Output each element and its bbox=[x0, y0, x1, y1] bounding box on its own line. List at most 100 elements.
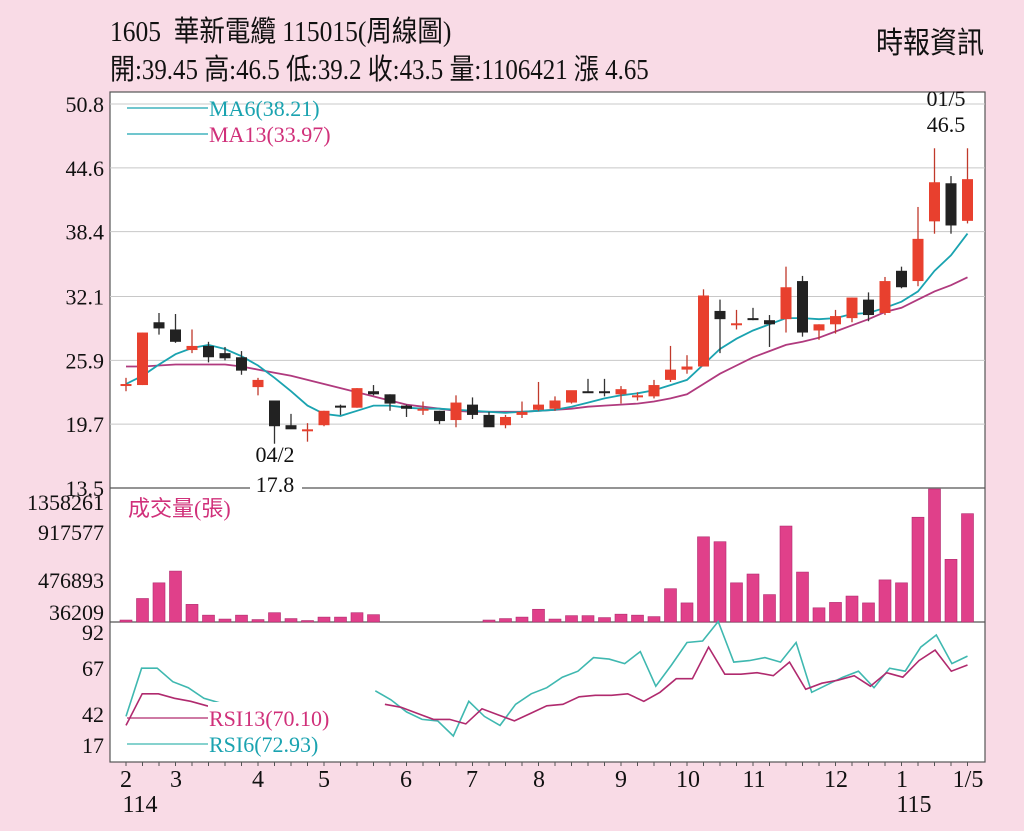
volume-bar bbox=[961, 513, 974, 623]
volume-bar bbox=[779, 525, 793, 623]
rsi-tick-label: 17 bbox=[82, 733, 104, 758]
volume-bar bbox=[317, 616, 331, 623]
volume-bar bbox=[845, 595, 859, 623]
volume-bar bbox=[944, 559, 958, 623]
candle bbox=[599, 378, 610, 397]
low-date-annotation: 04/2 bbox=[255, 442, 294, 467]
volume-title: 成交量(張) bbox=[128, 496, 231, 521]
x-tick-label: 11 bbox=[742, 767, 765, 793]
candle bbox=[714, 299, 726, 354]
volume-bar bbox=[647, 616, 661, 623]
volume-bar bbox=[829, 602, 842, 623]
candle bbox=[797, 275, 808, 337]
axes: 50.844.638.432.125.919.713.5135826191757… bbox=[27, 92, 983, 818]
volume-bar bbox=[796, 571, 809, 623]
candle bbox=[632, 392, 643, 401]
candle bbox=[318, 410, 330, 427]
x-tick-label: 5 bbox=[318, 767, 330, 793]
volume-bar bbox=[499, 618, 512, 623]
rsi13-line bbox=[125, 645, 968, 726]
legend-ma13: MA13(33.97) bbox=[209, 122, 331, 147]
candle bbox=[648, 379, 660, 399]
candle bbox=[467, 397, 478, 420]
candle bbox=[483, 411, 495, 428]
high-value-annotation: 46.5 bbox=[927, 112, 966, 137]
x-tick-label: 12 bbox=[824, 767, 848, 793]
candle bbox=[153, 312, 165, 335]
volume-bar bbox=[301, 620, 314, 623]
x-tick-label: 10 bbox=[676, 767, 700, 793]
candle bbox=[945, 176, 957, 234]
x-tick-label: 9 bbox=[615, 767, 627, 793]
candle bbox=[434, 410, 445, 425]
candle bbox=[582, 378, 594, 394]
candle bbox=[516, 401, 528, 418]
rsi-tick-label: 67 bbox=[82, 656, 104, 681]
rsi6-line bbox=[125, 619, 968, 738]
x-tick-label: 6 bbox=[400, 767, 412, 793]
high-date-annotation: 01/5 bbox=[926, 86, 965, 111]
chart-title: 1605 華新電纜 115015(周線圖) bbox=[110, 16, 452, 48]
volume-bar bbox=[565, 615, 578, 623]
volume-bar bbox=[730, 582, 743, 623]
price-tick-label: 50.8 bbox=[66, 92, 105, 117]
candle bbox=[896, 266, 907, 289]
candle bbox=[500, 414, 511, 429]
candle bbox=[962, 148, 973, 224]
volume-bar bbox=[812, 607, 826, 623]
candle bbox=[879, 276, 891, 316]
candle bbox=[747, 307, 759, 321]
volume-bar bbox=[251, 619, 265, 623]
rsi-tick-label: 42 bbox=[82, 702, 104, 727]
rsi-panel: RSI13(70.10)RSI6(72.93) bbox=[125, 619, 968, 757]
volume-bar bbox=[697, 536, 710, 623]
candle bbox=[384, 394, 396, 411]
volume-bar bbox=[548, 618, 562, 623]
volume-tick-label: 917577 bbox=[38, 520, 104, 545]
year-label: 114 bbox=[122, 792, 157, 818]
x-tick-label: 4 bbox=[252, 767, 264, 793]
volume-bar bbox=[136, 598, 149, 623]
volume-bar bbox=[614, 613, 628, 623]
year-label: 115 bbox=[896, 792, 931, 818]
candle bbox=[863, 292, 874, 322]
price-tick-label: 44.6 bbox=[66, 156, 105, 181]
candle bbox=[450, 395, 462, 428]
volume-bar bbox=[185, 604, 199, 623]
candle bbox=[665, 345, 676, 382]
volume-bar bbox=[367, 614, 380, 623]
volume-bar bbox=[532, 608, 545, 623]
volume-bar bbox=[268, 612, 281, 623]
volume-bar bbox=[482, 619, 496, 623]
candle bbox=[285, 413, 297, 430]
volume-bar bbox=[928, 488, 941, 623]
candle bbox=[417, 401, 429, 415]
x-tick-label: 2 bbox=[120, 767, 132, 793]
chart-panels bbox=[109, 91, 986, 763]
volume-bar bbox=[862, 602, 875, 623]
volume-bar bbox=[218, 618, 232, 623]
volume-bar bbox=[152, 582, 166, 623]
candle bbox=[252, 377, 264, 396]
candle bbox=[681, 355, 693, 374]
volume-bar bbox=[169, 570, 182, 623]
volume-bar bbox=[631, 614, 644, 623]
price-tick-label: 38.4 bbox=[66, 220, 105, 245]
candle bbox=[533, 381, 544, 411]
legend-ma6: MA6(38.21) bbox=[209, 96, 320, 121]
price-tick-label: 13.5 bbox=[66, 476, 105, 501]
candle bbox=[401, 404, 412, 417]
price-tick-label: 19.7 bbox=[66, 412, 105, 437]
x-tick-label: 1 bbox=[896, 767, 908, 793]
candle bbox=[368, 385, 379, 396]
price-tick-label: 32.1 bbox=[66, 285, 105, 310]
candle bbox=[186, 329, 198, 354]
candle bbox=[731, 309, 742, 330]
candle bbox=[813, 324, 825, 340]
candle bbox=[846, 297, 858, 323]
volume-bar bbox=[895, 582, 908, 623]
volume-bar bbox=[664, 588, 677, 623]
candle bbox=[698, 289, 709, 367]
source-label: 時報資訊 bbox=[876, 27, 984, 60]
